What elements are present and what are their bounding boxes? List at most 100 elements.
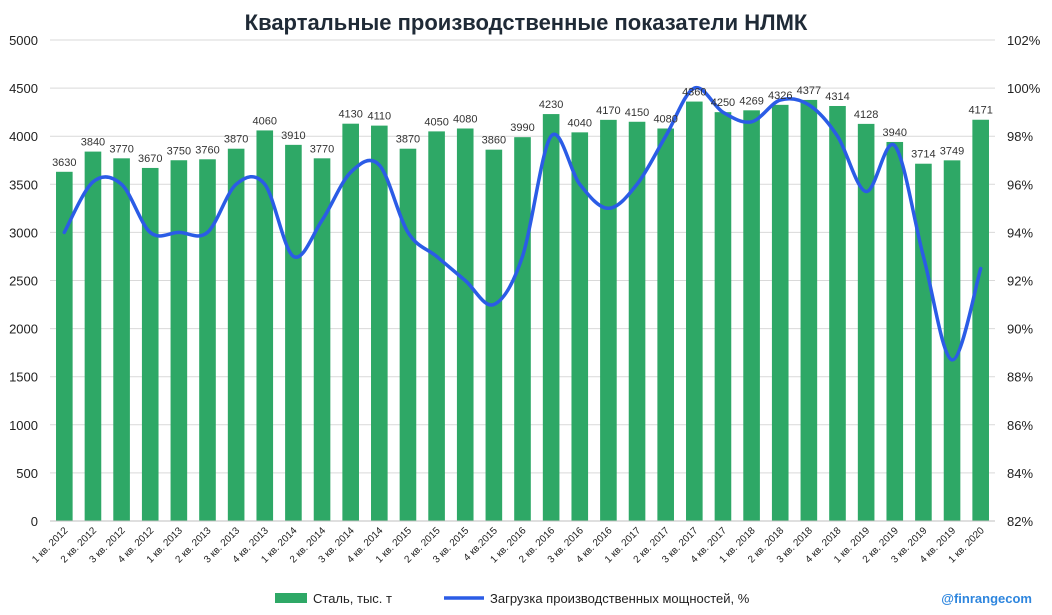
bar — [285, 144, 302, 521]
bar-value-label: 4110 — [367, 111, 391, 123]
bar — [514, 137, 531, 522]
legend-swatch-steel — [275, 593, 307, 603]
bar — [113, 158, 130, 522]
bar — [686, 101, 703, 522]
bar — [199, 159, 216, 521]
bar — [600, 119, 617, 521]
bar-value-label: 3870 — [396, 134, 420, 146]
bar — [84, 151, 102, 522]
y-axis-left: 0 500 1000 1500 2000 2500 3000 3500 4000 4500 5000 — [9, 33, 38, 529]
bar-value-label: 3630 — [52, 157, 76, 169]
bar — [714, 112, 732, 522]
bar-value-label: 4128 — [854, 109, 878, 121]
y-left-tick-label: 1000 — [9, 418, 38, 433]
bar-value-label: 3990 — [510, 122, 534, 134]
bar-value-label: 3940 — [883, 127, 907, 139]
bar — [542, 114, 560, 521]
watermark: @finrangecom — [941, 591, 1032, 606]
bar — [943, 160, 961, 522]
bar — [915, 163, 932, 521]
y-right-tick-label: 84% — [1007, 466, 1033, 481]
bar-value-label: 4170 — [596, 105, 620, 117]
bar-value-label: 3714 — [911, 149, 935, 161]
bar-value-label: 4250 — [711, 97, 735, 109]
bar-value-label: 3750 — [167, 145, 191, 157]
bar — [800, 99, 818, 521]
y-left-tick-label: 3000 — [9, 225, 38, 240]
legend-label-capacity: Загрузка производственных мощностей, % — [490, 591, 750, 606]
legend-label-steel: Сталь, тыс. т — [313, 591, 392, 606]
bar — [371, 125, 388, 522]
bar — [170, 160, 188, 521]
legend: Сталь, тыс. т Загрузка производственных … — [275, 591, 750, 606]
y-right-tick-label: 94% — [1007, 225, 1033, 240]
y-right-tick-label: 86% — [1007, 418, 1033, 433]
y-right-tick-label: 100% — [1007, 81, 1041, 96]
bar — [829, 105, 846, 522]
bar-value-label: 4130 — [338, 109, 362, 121]
bar-value-label: 4360 — [682, 87, 706, 99]
bar — [628, 121, 646, 522]
bar-value-label: 3840 — [81, 137, 105, 149]
bar-value-label: 3770 — [310, 143, 334, 155]
bar-value-label: 3760 — [195, 144, 219, 156]
bar-value-label: 4150 — [625, 107, 649, 119]
bar-value-label: 4171 — [968, 105, 992, 117]
bar-value-label: 3770 — [109, 143, 133, 155]
y-right-tick-label: 98% — [1007, 129, 1033, 144]
y-right-tick-label: 82% — [1007, 514, 1033, 529]
bar-value-label: 3670 — [138, 153, 162, 165]
bar-value-label: 4230 — [539, 99, 563, 111]
y-left-tick-label: 3500 — [9, 177, 38, 192]
y-left-tick-label: 2500 — [9, 274, 38, 289]
bar — [771, 104, 789, 521]
bar-value-label: 4080 — [653, 114, 677, 126]
bar-value-label: 4269 — [739, 95, 763, 107]
bar — [256, 130, 274, 522]
bar — [227, 148, 245, 521]
bar — [428, 131, 445, 521]
y-left-tick-label: 500 — [16, 466, 38, 481]
y-left-tick-label: 2000 — [9, 322, 38, 337]
bar — [857, 123, 875, 521]
steel-bars — [56, 99, 989, 522]
y-right-tick-label: 96% — [1007, 177, 1033, 192]
bar — [657, 128, 674, 521]
bar — [399, 148, 417, 521]
capacity-line-layer — [62, 86, 983, 362]
bar-value-label: 4326 — [768, 90, 792, 102]
chart-title: Квартальные производственные показатели … — [245, 10, 808, 35]
y-left-tick-label: 1500 — [9, 370, 38, 385]
y-right-tick-label: 90% — [1007, 322, 1033, 337]
bar-value-label: 4080 — [453, 114, 477, 126]
y-right-tick-label: 88% — [1007, 370, 1033, 385]
bar — [485, 149, 503, 521]
y-left-tick-label: 4500 — [9, 81, 38, 96]
bar — [886, 141, 904, 522]
y-left-tick-label: 0 — [31, 514, 38, 529]
bar — [972, 119, 989, 521]
capacity-line — [62, 86, 983, 362]
bar-value-label: 3749 — [940, 145, 964, 157]
y-left-tick-label: 5000 — [9, 33, 38, 48]
bar — [56, 171, 73, 521]
bar-value-label: 4050 — [424, 116, 448, 128]
bar — [342, 123, 359, 521]
bar-value-label: 4040 — [568, 117, 592, 129]
bar-value-label: 4314 — [825, 91, 849, 103]
bar — [743, 110, 760, 521]
y-left-tick-label: 4000 — [9, 129, 38, 144]
bar — [313, 158, 331, 522]
bar — [571, 132, 589, 522]
bar-value-label: 3910 — [281, 130, 305, 142]
bar-value-label: 4377 — [797, 85, 821, 97]
bar-value-label: 3870 — [224, 134, 248, 146]
y-right-tick-label: 92% — [1007, 274, 1033, 289]
bar-data-labels: 3630 3840 3770 3670 3750 3760 3870 4060 3910 3770… — [52, 85, 993, 169]
bar-value-label: 3860 — [482, 135, 506, 147]
bar-value-label: 4060 — [253, 115, 277, 127]
bar — [456, 128, 474, 521]
